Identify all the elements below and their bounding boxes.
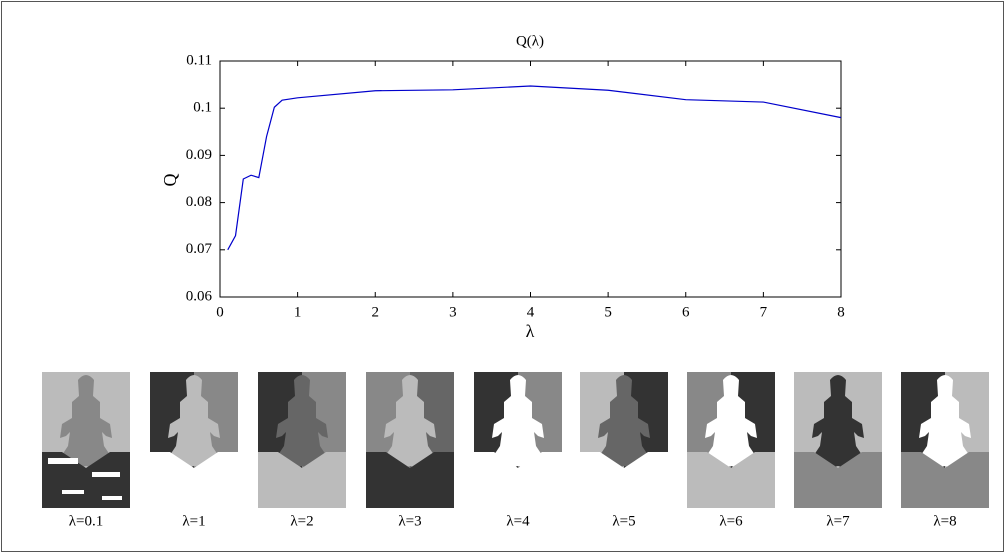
thumb-figure xyxy=(812,375,864,468)
thumb-figure xyxy=(168,375,220,468)
thumb-figure xyxy=(705,375,757,468)
thumb-figure xyxy=(384,375,436,468)
thumb-caption: λ=6 xyxy=(719,513,743,529)
thumb-figure xyxy=(919,375,971,468)
thumb-figure xyxy=(492,375,544,468)
x-tick-label: 2 xyxy=(372,304,380,320)
thumb-figure xyxy=(60,375,112,468)
x-tick-label: 1 xyxy=(294,304,302,320)
chart-title: Q(λ) xyxy=(516,33,544,49)
thumb-base xyxy=(258,452,346,508)
thumb-caption: λ=4 xyxy=(506,513,530,529)
x-tick-label: 5 xyxy=(604,304,612,320)
x-tick-label: 6 xyxy=(682,304,690,320)
x-tick-label: 0 xyxy=(216,304,224,320)
thumb-base xyxy=(474,452,562,508)
thumb-figure xyxy=(276,375,328,468)
x-axis-label: λ xyxy=(526,321,535,341)
thumb-figure xyxy=(598,375,650,468)
y-tick-label: 0.07 xyxy=(186,241,213,257)
x-tick-label: 4 xyxy=(527,304,535,320)
thumb-caption: λ=7 xyxy=(826,513,850,529)
thumb-caption: λ=2 xyxy=(290,513,313,529)
thumb-base xyxy=(580,452,668,508)
y-axis-label: Q xyxy=(160,174,180,187)
thumb-caption: λ=8 xyxy=(933,513,956,529)
thumb-noise xyxy=(92,472,120,477)
y-tick-label: 0.06 xyxy=(186,288,213,304)
thumb-base xyxy=(366,452,454,508)
x-tick-label: 3 xyxy=(449,304,457,320)
thumb-caption: λ=5 xyxy=(612,513,635,529)
thumb-noise xyxy=(102,496,122,500)
thumb-base xyxy=(150,452,238,508)
y-tick-label: 0.11 xyxy=(186,52,212,68)
y-tick-label: 0.1 xyxy=(193,100,212,116)
thumb-base xyxy=(687,452,775,508)
thumb-noise xyxy=(62,490,84,494)
thumb-caption: λ=3 xyxy=(398,513,421,529)
y-tick-label: 0.08 xyxy=(186,194,212,210)
x-tick-label: 8 xyxy=(837,304,845,320)
thumb-noise xyxy=(48,458,78,464)
thumb-base xyxy=(901,452,989,508)
thumb-base xyxy=(794,452,882,508)
x-tick-label: 7 xyxy=(760,304,768,320)
line xyxy=(227,85,842,251)
thumb-caption: λ=0.1 xyxy=(69,513,103,529)
y-tick-label: 0.09 xyxy=(186,147,212,163)
thumb-caption: λ=1 xyxy=(182,513,205,529)
